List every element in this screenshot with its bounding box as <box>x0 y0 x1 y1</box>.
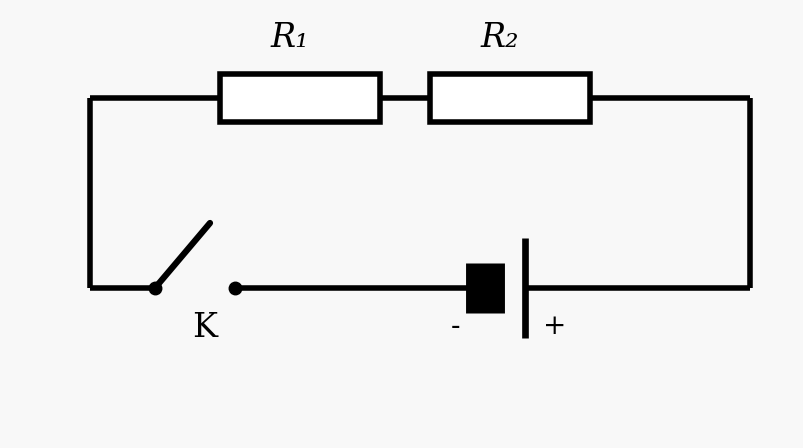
Text: R₂: R₂ <box>480 22 519 54</box>
Text: +: + <box>543 313 566 340</box>
Text: K: K <box>192 312 218 344</box>
Text: R₁: R₁ <box>271 22 309 54</box>
Bar <box>220 74 380 122</box>
Bar <box>430 74 589 122</box>
Text: -: - <box>450 313 459 340</box>
